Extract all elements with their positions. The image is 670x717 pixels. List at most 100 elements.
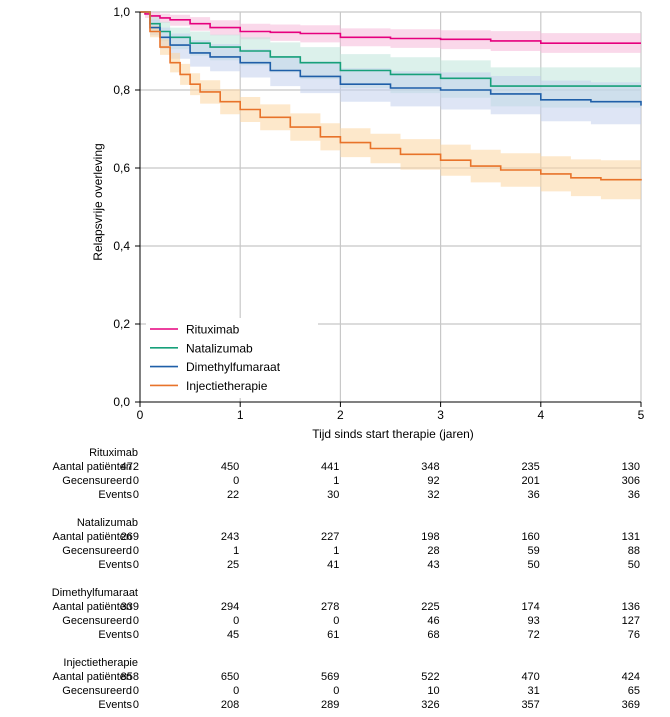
risk-cell: 28 bbox=[427, 545, 439, 557]
risk-cell: 650 bbox=[221, 671, 239, 683]
risk-cell: 22 bbox=[227, 489, 239, 501]
risk-row-label: Gecensureerd bbox=[62, 475, 132, 487]
x-tick-label: 5 bbox=[638, 408, 645, 422]
legend-label: Injectietherapie bbox=[186, 379, 268, 393]
risk-cell: 0 bbox=[133, 615, 139, 627]
risk-cell: 198 bbox=[421, 531, 439, 543]
risk-cell: 326 bbox=[421, 699, 439, 711]
risk-cell: 10 bbox=[427, 685, 439, 697]
risk-cell: 235 bbox=[521, 461, 539, 473]
y-tick-label: 0,8 bbox=[113, 83, 130, 97]
risk-row-label: Aantal patiënten bbox=[52, 601, 132, 613]
risk-cell: 36 bbox=[628, 489, 640, 501]
risk-group-title: Injectietherapie bbox=[63, 657, 138, 669]
risk-cell: 0 bbox=[333, 685, 339, 697]
risk-row-label: Aantal patiënten bbox=[52, 671, 132, 683]
y-tick-label: 0,2 bbox=[113, 317, 130, 331]
x-tick-label: 2 bbox=[337, 408, 344, 422]
risk-cell: 472 bbox=[121, 461, 139, 473]
survival-line bbox=[140, 11, 642, 106]
risk-cell: 348 bbox=[421, 461, 439, 473]
risk-cell: 278 bbox=[321, 601, 339, 613]
survival-lines bbox=[140, 11, 642, 181]
risk-cell: 0 bbox=[233, 685, 239, 697]
risk-row-label: Gecensureerd bbox=[62, 615, 132, 627]
axes: 0,0 0,2 0,4 0,6 0,8 1,0 0 1 2 3 4 5 bbox=[113, 5, 644, 422]
risk-group-title: Dimethylfumaraat bbox=[52, 587, 138, 599]
risk-cell: 41 bbox=[327, 559, 339, 571]
risk-cell: 0 bbox=[233, 475, 239, 487]
x-axis-label: Tijd sinds start therapie (jaren) bbox=[312, 427, 474, 441]
confidence-bands bbox=[140, 12, 641, 202]
risk-cell: 424 bbox=[622, 671, 640, 683]
risk-cell: 369 bbox=[622, 699, 640, 711]
risk-cell: 450 bbox=[221, 461, 239, 473]
risk-row-label: Aantal patiënten bbox=[52, 461, 132, 473]
risk-cell: 59 bbox=[528, 545, 540, 557]
risk-cell: 1 bbox=[233, 545, 239, 557]
survival-line bbox=[140, 11, 641, 44]
risk-cell: 32 bbox=[427, 489, 439, 501]
risk-group-title: Rituximab bbox=[89, 447, 138, 459]
risk-cell: 0 bbox=[133, 699, 139, 711]
y-tick-label: 0,4 bbox=[113, 239, 130, 253]
risk-cell: 0 bbox=[133, 685, 139, 697]
risk-row-label: Events bbox=[98, 559, 132, 571]
risk-row-label: Aantal patiënten bbox=[52, 531, 132, 543]
x-tick-label: 4 bbox=[537, 408, 544, 422]
risk-cell: 208 bbox=[221, 699, 239, 711]
risk-row-label: Gecensureerd bbox=[62, 545, 132, 557]
risk-row-label: Events bbox=[98, 629, 132, 641]
risk-cell: 0 bbox=[133, 545, 139, 557]
risk-cell: 46 bbox=[427, 615, 439, 627]
risk-cell: 1 bbox=[333, 545, 339, 557]
risk-cell: 569 bbox=[321, 671, 339, 683]
risk-cell: 0 bbox=[133, 475, 139, 487]
risk-cell: 0 bbox=[233, 615, 239, 627]
risk-cell: 243 bbox=[221, 531, 239, 543]
risk-cell: 0 bbox=[133, 559, 139, 571]
risk-cell: 294 bbox=[221, 601, 239, 613]
risk-cell: 88 bbox=[628, 545, 640, 557]
risk-cell: 127 bbox=[622, 615, 640, 627]
risk-cell: 36 bbox=[528, 489, 540, 501]
risk-cell: 76 bbox=[628, 629, 640, 641]
legend-label: Rituximab bbox=[186, 323, 240, 337]
risk-cell: 306 bbox=[622, 475, 640, 487]
x-tick-label: 3 bbox=[437, 408, 444, 422]
risk-row-label: Events bbox=[98, 699, 132, 711]
risk-cell: 45 bbox=[227, 629, 239, 641]
y-tick-label: 0,0 bbox=[113, 395, 130, 409]
risk-cell: 130 bbox=[622, 461, 640, 473]
risk-cell: 0 bbox=[133, 629, 139, 641]
x-tick-label: 0 bbox=[137, 408, 144, 422]
legend-label: Natalizumab bbox=[186, 341, 253, 355]
risk-cell: 61 bbox=[327, 629, 339, 641]
y-tick-label: 1,0 bbox=[113, 5, 130, 19]
risk-row-label: Events bbox=[98, 489, 132, 501]
risk-cell: 227 bbox=[321, 531, 339, 543]
y-axis-label: Relapsvrije overleving bbox=[91, 143, 105, 260]
risk-cell: 858 bbox=[121, 671, 139, 683]
legend-label: Dimethylfumaraat bbox=[186, 360, 281, 374]
risk-cell: 72 bbox=[528, 629, 540, 641]
risk-cell: 0 bbox=[133, 489, 139, 501]
risk-cell: 522 bbox=[421, 671, 439, 683]
risk-cell: 201 bbox=[521, 475, 539, 487]
risk-cell: 441 bbox=[321, 461, 339, 473]
x-tick-label: 1 bbox=[237, 408, 244, 422]
risk-cell: 92 bbox=[427, 475, 439, 487]
risk-cell: 50 bbox=[528, 559, 540, 571]
survival-line bbox=[140, 11, 642, 181]
y-tick-label: 0,6 bbox=[113, 161, 130, 175]
survival-line bbox=[140, 11, 641, 87]
risk-cell: 131 bbox=[622, 531, 640, 543]
risk-cell: 160 bbox=[521, 531, 539, 543]
risk-cell: 289 bbox=[321, 699, 339, 711]
risk-cell: 25 bbox=[227, 559, 239, 571]
risk-cell: 50 bbox=[628, 559, 640, 571]
risk-cell: 339 bbox=[121, 601, 139, 613]
risk-cell: 43 bbox=[427, 559, 439, 571]
